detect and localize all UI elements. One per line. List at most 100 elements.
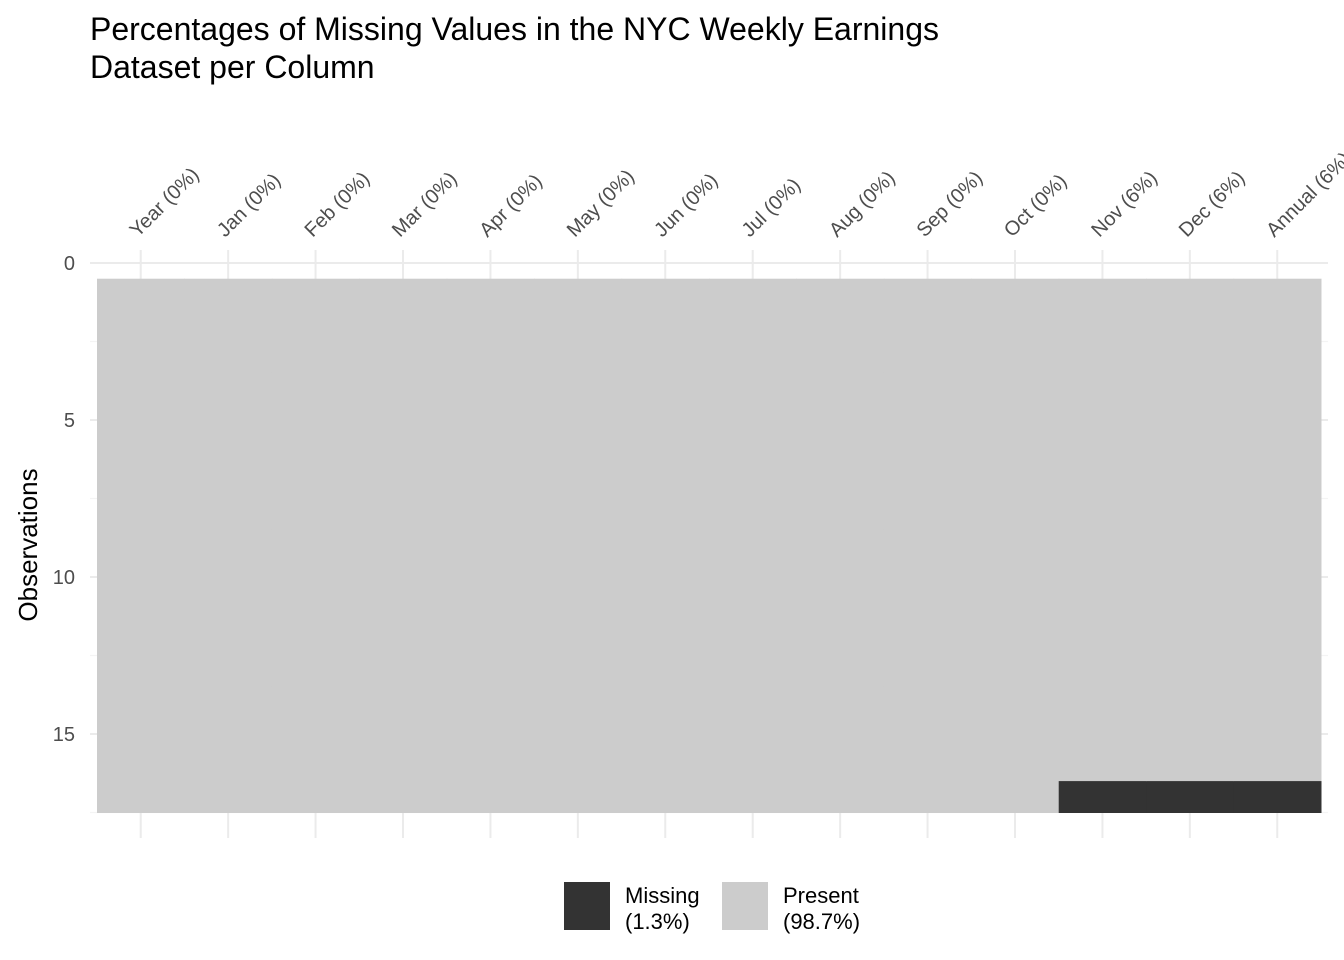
tile-present: [709, 718, 797, 751]
tile-present: [1146, 372, 1235, 405]
tile-present: [446, 749, 535, 782]
tile-present: [271, 686, 360, 719]
tile-present: [621, 686, 710, 719]
tile-present: [1146, 561, 1235, 594]
tile-present: [971, 655, 1060, 688]
tile-present: [184, 467, 273, 499]
tile-present: [184, 749, 273, 782]
tile-present: [184, 718, 273, 751]
tile-present: [534, 624, 623, 656]
tile-present: [359, 624, 448, 656]
tile-present: [534, 404, 623, 437]
tile-present: [883, 655, 972, 688]
tile-present: [359, 310, 448, 342]
tile-present: [1058, 686, 1147, 719]
tile-present: [534, 372, 623, 405]
tile-present: [709, 498, 797, 531]
x-tick-label: Oct (0%): [1000, 170, 1071, 241]
tile-present: [621, 529, 710, 562]
tile-present: [1058, 278, 1147, 311]
legend-label-present-1: Present: [783, 883, 859, 908]
tile-present: [446, 372, 535, 405]
tile-present: [621, 592, 710, 625]
x-tick-label: Mar (0%): [388, 168, 462, 242]
tile-present: [359, 341, 448, 374]
tile-present: [446, 435, 535, 468]
tile-present: [1146, 529, 1235, 562]
tile-missing: [1233, 781, 1322, 813]
tile-present: [1233, 467, 1322, 499]
tile-present: [796, 435, 885, 468]
tile-present: [971, 498, 1060, 531]
tile-present: [883, 781, 972, 813]
tile-present: [359, 529, 448, 562]
tile-present: [621, 404, 710, 437]
x-tick-labels: Year (0%) Jan (0%) Feb (0%) Mar (0%) Apr (0%…: [126, 148, 1344, 241]
tile-present: [184, 781, 273, 813]
tile-present: [534, 592, 623, 625]
tile-present: [446, 624, 535, 656]
tile-missing: [1058, 781, 1147, 813]
tile-present: [184, 341, 273, 374]
tile-present: [883, 467, 972, 499]
tile-present: [446, 781, 535, 813]
tile-present: [97, 278, 185, 311]
tile-present: [883, 372, 972, 405]
tile-present: [446, 341, 535, 374]
tile-present: [1058, 624, 1147, 656]
tile-present: [184, 435, 273, 468]
tile-present: [1058, 435, 1147, 468]
tile-present: [709, 781, 797, 813]
tile-present: [1058, 749, 1147, 782]
tile-present: [184, 278, 273, 311]
tile-present: [359, 372, 448, 405]
tile-present: [709, 310, 797, 342]
tile-present: [709, 435, 797, 468]
x-tick-label: Apr (0%): [475, 170, 546, 241]
tile-present: [1233, 310, 1322, 342]
tile-present: [1058, 529, 1147, 562]
legend-swatch-present: [722, 882, 768, 930]
tile-present: [621, 498, 710, 531]
tile-present: [621, 435, 710, 468]
tile-present: [534, 749, 623, 782]
tile-present: [1058, 561, 1147, 594]
tile-present: [271, 561, 360, 594]
tile-present: [97, 592, 185, 625]
tile-present: [796, 310, 885, 342]
tile-present: [1146, 341, 1235, 374]
tile-present: [359, 278, 448, 311]
tile-present: [971, 561, 1060, 594]
tile-present: [534, 498, 623, 531]
tiles: [97, 278, 1322, 813]
tile-present: [971, 310, 1060, 342]
tile-present: [621, 781, 710, 813]
tile-present: [359, 561, 448, 594]
y-tick-label: 10: [53, 567, 75, 589]
tile-present: [796, 404, 885, 437]
tile-present: [883, 592, 972, 625]
tile-present: [97, 718, 185, 751]
tile-present: [271, 624, 360, 656]
tile-present: [709, 592, 797, 625]
tile-present: [621, 341, 710, 374]
tile-present: [97, 467, 185, 499]
tile-present: [1146, 686, 1235, 719]
tile-present: [1146, 498, 1235, 531]
y-tick-labels: 0 5 10 15: [53, 253, 75, 746]
tile-present: [359, 498, 448, 531]
x-tick-label: Jan (0%): [213, 169, 285, 241]
tile-present: [534, 278, 623, 311]
tile-present: [271, 310, 360, 342]
x-tick-label: Jun (0%): [650, 169, 722, 241]
tile-present: [1233, 655, 1322, 688]
tile-present: [796, 278, 885, 311]
tile-present: [97, 749, 185, 782]
tile-present: [1233, 561, 1322, 594]
tile-present: [534, 341, 623, 374]
tile-present: [271, 655, 360, 688]
y-tick-label: 15: [53, 724, 75, 746]
x-tick-label: Sep (0%): [913, 167, 988, 242]
tile-present: [621, 749, 710, 782]
tile-present: [796, 498, 885, 531]
